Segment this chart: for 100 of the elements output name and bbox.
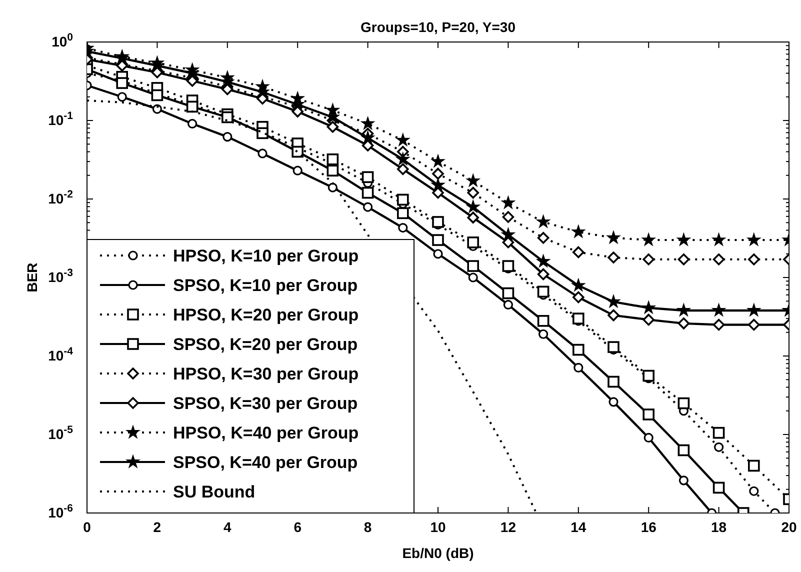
y-tick-label: 10$^{-2}$	[48, 188, 74, 206]
y-tick-label: 10$^{-3}$	[48, 266, 74, 285]
point	[326, 164, 339, 177]
point	[572, 312, 584, 324]
point	[222, 132, 232, 142]
point	[748, 460, 760, 472]
point	[363, 202, 373, 212]
x-tick-label: 2	[153, 518, 162, 535]
point	[502, 260, 514, 272]
point	[468, 272, 478, 282]
point	[644, 432, 654, 443]
point	[397, 163, 409, 176]
point	[678, 444, 690, 456]
x-tick-label: 8	[364, 518, 372, 535]
point	[432, 234, 444, 246]
point	[433, 249, 443, 259]
point	[678, 318, 690, 330]
point	[676, 302, 692, 317]
y-tick-label: 10$^{0}$	[52, 31, 74, 50]
point	[398, 222, 408, 233]
point	[360, 116, 376, 130]
point	[503, 300, 513, 310]
point	[712, 482, 725, 494]
point	[326, 153, 339, 166]
x-tick-label: 0	[83, 518, 92, 535]
point	[467, 236, 479, 248]
point	[570, 278, 586, 292]
point	[500, 226, 516, 242]
point	[712, 426, 725, 439]
point	[395, 151, 410, 166]
point	[537, 232, 550, 244]
point	[292, 166, 302, 176]
point	[152, 104, 162, 114]
point	[608, 309, 620, 322]
legend-label: HPSO, K=10 per Group	[173, 246, 359, 266]
point	[572, 246, 584, 258]
y-tick-label: 10$^{-6}$	[48, 502, 74, 520]
point	[326, 120, 339, 133]
point	[328, 182, 338, 192]
y-axis-title: BER	[24, 262, 40, 292]
legend-label: HPSO, K=40 per Group	[173, 424, 359, 442]
x-tick-label: 18	[711, 518, 727, 535]
y-tick-label: 10$^{-1}$	[48, 110, 74, 128]
point	[678, 476, 688, 486]
point	[430, 154, 446, 168]
point	[360, 130, 376, 144]
point	[536, 214, 551, 228]
point	[362, 186, 374, 199]
y-tick-label: 10$^{-4}$	[48, 345, 74, 364]
point	[116, 77, 128, 89]
point	[712, 318, 725, 331]
chart-title: Groups=10, P=20, Y=30	[360, 19, 516, 35]
x-tick-label: 16	[640, 518, 657, 535]
point	[188, 118, 198, 129]
legend-label: SPSO, K=30 per Group	[173, 394, 358, 413]
x-tick-label: 20	[781, 518, 797, 535]
point	[714, 442, 724, 452]
x-tick-label: 12	[500, 518, 516, 535]
x-tick-label: 4	[224, 518, 232, 535]
point	[117, 92, 127, 102]
point	[538, 329, 548, 339]
point	[748, 254, 760, 266]
point	[536, 254, 551, 268]
legend-label: SU Bound	[173, 482, 256, 502]
point	[642, 254, 654, 266]
point	[466, 173, 481, 188]
point	[712, 254, 725, 266]
point	[678, 254, 690, 266]
point	[711, 302, 726, 317]
point	[572, 291, 584, 304]
point	[397, 207, 409, 220]
point	[362, 171, 374, 184]
x-tick-label: 10	[430, 518, 446, 535]
legend-label: HPSO, K=30 per Group	[173, 364, 359, 384]
point	[641, 232, 656, 246]
point	[606, 230, 622, 244]
legend-label: HPSO, K=20 per Group	[173, 306, 359, 324]
point	[642, 408, 654, 420]
point	[502, 287, 514, 300]
point	[537, 268, 550, 280]
point	[467, 260, 479, 272]
y-tick-label: 10$^{-5}$	[48, 424, 74, 442]
point	[151, 89, 164, 102]
point	[500, 195, 516, 210]
point	[432, 216, 444, 228]
point	[466, 199, 481, 214]
point	[641, 300, 656, 314]
point	[574, 362, 584, 372]
point	[430, 177, 446, 192]
point	[608, 341, 620, 353]
point	[642, 370, 654, 382]
point	[186, 100, 198, 113]
legend-label: SPSO, K=40 per Group	[173, 453, 358, 472]
point	[186, 74, 198, 87]
point	[608, 252, 620, 264]
point	[608, 376, 620, 388]
point	[606, 294, 622, 308]
legend-label: SPSO, K=10 per Group	[173, 276, 358, 295]
point	[746, 302, 762, 317]
point	[746, 232, 762, 246]
